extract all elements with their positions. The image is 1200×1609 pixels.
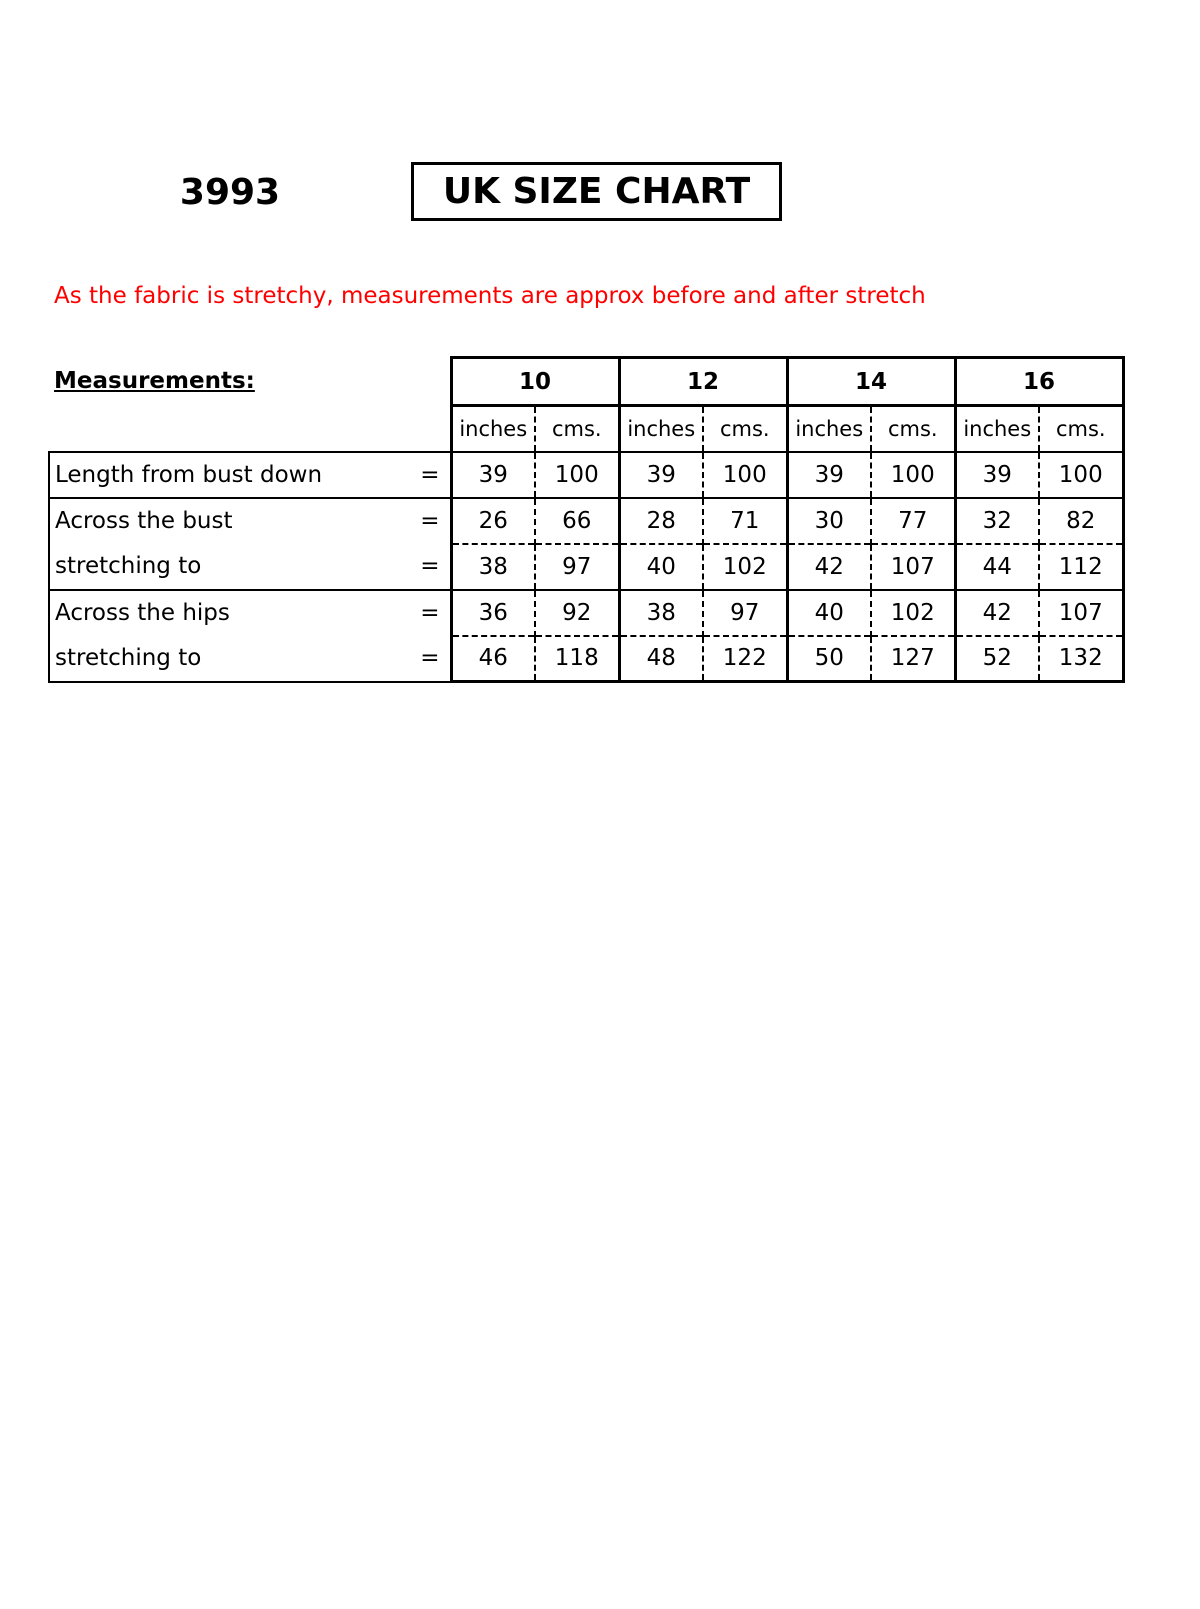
empty-cell [49,405,453,452]
row-label: Across the bust [48,496,409,544]
value-inches: 26 [451,496,536,544]
unit-header-row: inches cms. inches cms. inches cms. inches cms. [49,405,1125,452]
value-cms: 118 [535,634,621,683]
stretch-note: As the fabric is stretchy, measurements … [54,283,926,309]
value-cms: 102 [703,542,789,590]
value-inches: 30 [787,496,872,544]
value-inches: 36 [451,588,536,636]
table-row: stretching to = 38 97 40 102 42 107 44 112 [48,542,1125,590]
value-cms: 100 [1039,450,1125,498]
value-inches: 32 [955,496,1040,544]
value-cms: 97 [535,542,621,590]
value-inches: 39 [451,450,536,498]
value-cms: 112 [1039,542,1125,590]
row-label: stretching to [48,543,409,590]
size-table: 10 12 14 16 inches cms. inches cms. inches cm… [48,356,1125,683]
value-cms: 97 [703,588,789,636]
value-inches: 46 [451,634,536,683]
value-cms: 92 [535,588,621,636]
product-code: 3993 [179,172,281,213]
unit-header-inches: inches [451,405,536,452]
value-inches: 39 [787,450,872,498]
value-inches: 38 [451,542,536,590]
value-cms: 77 [871,496,957,544]
value-cms: 82 [1039,496,1125,544]
equals-sign: = [409,543,453,590]
unit-header-cms: cms. [535,405,621,452]
unit-header-cms: cms. [1039,405,1125,452]
equals-sign: = [409,450,453,498]
value-inches: 50 [787,634,872,683]
value-inches: 39 [955,450,1040,498]
equals-sign: = [409,588,453,636]
value-cms: 66 [535,496,621,544]
size-header: 16 [953,356,1125,407]
value-inches: 42 [787,542,872,590]
value-inches: 42 [955,588,1040,636]
value-cms: 100 [703,450,789,498]
row-label: Across the hips [48,588,409,636]
table-row: stretching to = 46 118 48 122 50 127 52 132 [48,634,1125,683]
value-cms: 71 [703,496,789,544]
size-header: 10 [449,356,621,407]
value-cms: 100 [871,450,957,498]
unit-header-inches: inches [619,405,704,452]
row-label: Length from bust down [48,450,409,498]
table-row: Across the bust = 26 66 28 71 30 77 32 82 [48,496,1125,544]
row-label: stretching to [48,635,409,683]
value-inches: 40 [787,588,872,636]
value-inches: 28 [619,496,704,544]
equals-sign: = [409,496,453,544]
value-cms: 102 [871,588,957,636]
unit-header-inches: inches [955,405,1040,452]
table-row: Across the hips = 36 92 38 97 40 102 42 107 [48,588,1125,636]
equals-sign: = [409,635,453,683]
empty-cell [49,357,453,406]
size-header-row: 10 12 14 16 [49,356,1125,407]
value-cms: 100 [535,450,621,498]
value-cms: 127 [871,634,957,683]
value-cms: 122 [703,634,789,683]
value-inches: 38 [619,588,704,636]
unit-header-cms: cms. [871,405,957,452]
value-cms: 107 [871,542,957,590]
table-row: Length from bust down = 39 100 39 100 39 100 39 1… [48,450,1125,498]
value-cms: 132 [1039,634,1125,683]
value-inches: 44 [955,542,1040,590]
size-header: 12 [617,356,789,407]
value-inches: 48 [619,634,704,683]
unit-header-inches: inches [787,405,872,452]
page-title: UK SIZE CHART [411,162,782,221]
unit-header-cms: cms. [703,405,789,452]
size-header: 14 [785,356,957,407]
value-inches: 52 [955,634,1040,683]
value-cms: 107 [1039,588,1125,636]
value-inches: 39 [619,450,704,498]
value-inches: 40 [619,542,704,590]
